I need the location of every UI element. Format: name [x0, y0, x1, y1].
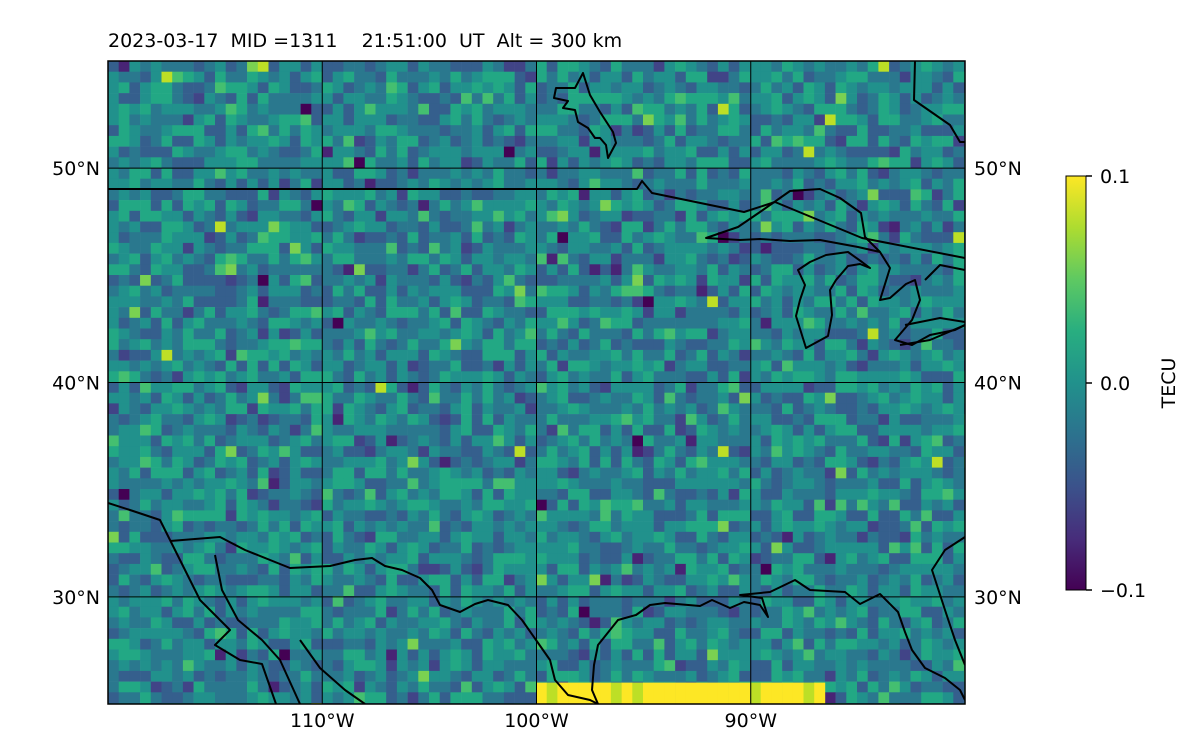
lake-superior	[705, 188, 881, 253]
lat-tick-label-left: 30°N	[52, 587, 100, 609]
baja-gulf-coast	[214, 554, 301, 704]
coastlines	[108, 61, 965, 704]
hudson-bay-coast	[553, 72, 617, 159]
lon-tick-label: 110°W	[290, 710, 355, 732]
lake-michigan	[795, 251, 871, 349]
baja-pacific-coast	[108, 502, 277, 704]
mexico-west-coast	[299, 639, 366, 704]
colorbar: 0.1 0.0 −0.1 TECU	[1065, 166, 1180, 602]
tec-pixel-grid	[108, 61, 965, 704]
lon-tick-label: 90°W	[725, 710, 778, 732]
lake-huron	[879, 251, 965, 346]
colorbar-tick-label: 0.0	[1100, 373, 1130, 395]
florida-east-coast	[931, 536, 965, 666]
colorbar-tick-label: −0.1	[1100, 580, 1146, 602]
lat-tick-label-left: 50°N	[52, 158, 100, 180]
lat-tick-label-right: 30°N	[974, 587, 1022, 609]
graticule	[108, 61, 965, 704]
us-canada-border	[108, 180, 965, 259]
lat-tick-label-right: 40°N	[974, 373, 1022, 395]
east-coast-north	[913, 61, 965, 143]
colorbar-gradient	[1065, 175, 1087, 591]
gulf-coast	[591, 579, 965, 704]
lat-tick-label-right: 50°N	[974, 158, 1022, 180]
lon-tick-label: 100°W	[504, 710, 569, 732]
colorbar-ticks: 0.1 0.0 −0.1	[1086, 166, 1146, 602]
lat-tick-label-left: 40°N	[52, 373, 100, 395]
lake-huron-north	[924, 264, 965, 281]
rio-grande-border	[169, 536, 599, 704]
map-title: 2023-03-17 MID =1311 21:51:00 UT Alt = 3…	[108, 30, 623, 52]
colorbar-label: TECU	[1158, 358, 1180, 410]
axis-labels: 30°N 30°N 40°N 40°N 50°N 50°N 110°W 100°W 90°W	[52, 158, 1022, 732]
plot-frame	[107, 60, 966, 705]
lake-erie	[899, 317, 965, 346]
colorbar-tick-label: 0.1	[1100, 166, 1130, 188]
